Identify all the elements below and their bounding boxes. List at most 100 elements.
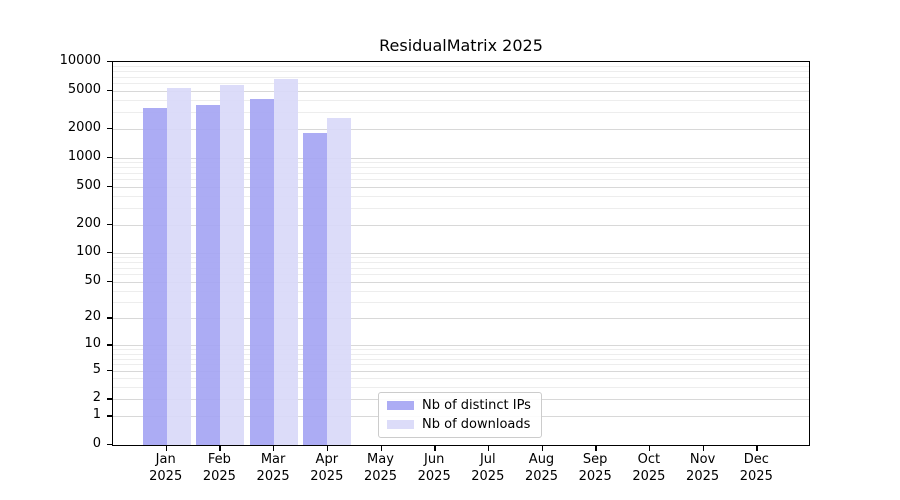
x-tick-mark [273, 446, 275, 451]
gridline-20 [113, 318, 809, 320]
x-tick-mark [487, 446, 490, 451]
plot-area: Nb of distinct IPs Nb of downloads [112, 61, 810, 446]
gridline-30 [113, 302, 809, 304]
legend-label: Nb of downloads [422, 417, 531, 432]
gridline-60 [113, 274, 809, 276]
y-tick-label-100: 100 [76, 244, 101, 260]
x-tick-label-nov: Nov 2025 [675, 451, 731, 485]
gridline-900 [113, 162, 809, 164]
legend-label: Nb of distinct IPs [422, 398, 531, 413]
x-tick-label-feb: Feb 2025 [191, 451, 247, 485]
bar-distinct-ips-apr [303, 132, 328, 445]
year-label: 2025 [524, 469, 559, 484]
month-label: Oct [637, 452, 661, 467]
x-tick-label-oct: Oct 2025 [621, 451, 677, 485]
x-tick-label-jan: Jan 2025 [138, 451, 194, 485]
bar-downloads-jan [166, 87, 191, 445]
gridline-9 [113, 349, 809, 351]
chart-title: ResidualMatrix 2025 [379, 36, 543, 55]
month-label: Jan [155, 452, 176, 467]
bar-distinct-ips-jan [142, 108, 167, 445]
x-tick-mark [648, 446, 651, 451]
month-label: Jul [479, 452, 496, 467]
gridline-500 [113, 186, 809, 188]
month-label: Apr [315, 452, 339, 467]
x-tick-label-may: May 2025 [353, 451, 409, 485]
y-tick-mark [107, 127, 112, 130]
gridline-6000 [113, 83, 809, 85]
legend: Nb of distinct IPs Nb of downloads [378, 392, 542, 438]
x-tick-mark [380, 446, 382, 451]
gridline-600 [113, 178, 809, 180]
gridline-3000 [113, 112, 809, 114]
y-tick-label-2: 2 [92, 390, 101, 406]
month-label: Mar [260, 452, 286, 467]
gridline-70 [113, 267, 809, 269]
y-tick-label-20: 20 [84, 309, 101, 325]
bar-downloads-apr [327, 118, 352, 445]
x-tick-label-apr: Apr 2025 [299, 451, 355, 485]
gridline-2000 [113, 128, 809, 130]
y-tick-mark [107, 317, 112, 319]
gridline-700 [113, 172, 809, 174]
gridline-80 [113, 262, 809, 264]
y-tick-label-5000: 5000 [67, 81, 101, 97]
gridline-9000 [113, 66, 809, 68]
y-tick-mark [107, 156, 112, 159]
year-label: 2025 [739, 469, 773, 484]
gridline-5 [113, 370, 809, 372]
y-tick-mark [107, 89, 112, 92]
bar-distinct-ips-mar [249, 99, 274, 445]
x-tick-label-jun: Jun 2025 [406, 451, 462, 485]
y-tick-label-500: 500 [76, 177, 101, 193]
y-tick-mark [107, 185, 112, 187]
gridline-40 [113, 290, 809, 292]
year-label: 2025 [417, 469, 451, 484]
y-tick-mark [107, 252, 112, 254]
month-label: Aug [528, 452, 555, 467]
y-tick-label-5: 5 [92, 361, 101, 377]
month-label: Sep [582, 452, 608, 467]
bar-downloads-feb [220, 84, 245, 445]
year-label: 2025 [363, 469, 398, 484]
month-label: May [367, 452, 394, 467]
y-tick-label-1: 1 [92, 407, 101, 423]
legend-item-0: Nb of distinct IPs [387, 398, 533, 413]
x-tick-mark [219, 446, 221, 451]
legend-swatch [387, 401, 414, 410]
y-tick-mark [107, 61, 112, 63]
year-label: 2025 [578, 469, 612, 484]
gridline-4000 [113, 100, 809, 102]
x-tick-label-sep: Sep 2025 [567, 451, 623, 485]
x-tick-label-mar: Mar 2025 [245, 451, 301, 485]
year-label: 2025 [256, 469, 290, 484]
y-tick-mark [107, 369, 112, 371]
gridline-5000 [113, 90, 809, 92]
year-label: 2025 [471, 469, 505, 484]
month-label: Nov [689, 452, 716, 467]
x-tick-mark [434, 446, 436, 451]
legend-swatch [387, 420, 414, 429]
y-tick-label-0: 0 [92, 436, 101, 451]
year-label: 2025 [202, 469, 236, 484]
gridline-300 [113, 207, 809, 209]
x-tick-mark [326, 446, 329, 451]
gridline-7000 [113, 76, 809, 78]
legend-item-1: Nb of downloads [387, 417, 533, 432]
x-tick-mark [756, 446, 758, 451]
y-tick-label-2000: 2000 [67, 119, 101, 135]
month-label: Feb [207, 452, 231, 467]
year-label: 2025 [632, 469, 666, 484]
x-tick-label-aug: Aug 2025 [514, 451, 570, 485]
y-tick-mark [107, 444, 112, 446]
month-label: Jun [424, 452, 445, 467]
x-tick-label-dec: Dec 2025 [728, 451, 784, 485]
y-tick-label-50: 50 [84, 272, 101, 288]
y-tick-label-1000: 1000 [67, 148, 101, 164]
gridline-50 [113, 281, 809, 283]
gridline-4 [113, 378, 809, 380]
month-label: Dec [743, 452, 769, 467]
y-tick-label-200: 200 [76, 215, 101, 231]
y-tick-label-10: 10 [84, 336, 101, 352]
